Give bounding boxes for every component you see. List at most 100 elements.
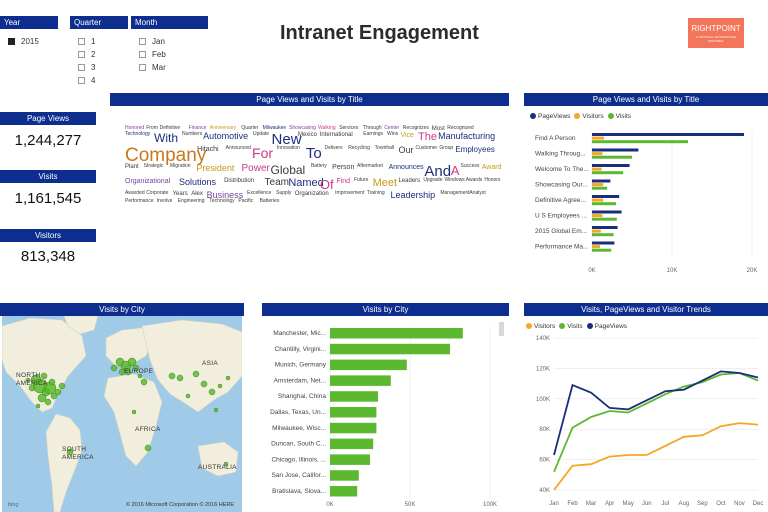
- quarter-slicer-item[interactable]: 3: [78, 63, 95, 73]
- bar-visitors[interactable]: [592, 245, 600, 249]
- wordcloud-word[interactable]: President: [196, 163, 235, 173]
- city-visit-bubble[interactable]: [58, 382, 66, 390]
- city-visit-bubble[interactable]: [213, 407, 219, 413]
- wordcloud-word[interactable]: Awards: [465, 177, 483, 184]
- city-bar[interactable]: [330, 375, 391, 386]
- wordcloud-word[interactable]: Solutions: [178, 177, 216, 188]
- city-visit-bubble[interactable]: [40, 372, 48, 380]
- wordcloud-word[interactable]: Technology: [209, 198, 235, 205]
- wordcloud-word[interactable]: Leadership: [390, 189, 436, 200]
- wordcloud-word[interactable]: Excellence: [247, 189, 272, 196]
- city-visit-bubble[interactable]: [110, 364, 118, 372]
- wordcloud-word[interactable]: Find: [336, 178, 351, 186]
- checkbox[interactable]: [8, 38, 15, 45]
- city-visit-bubble[interactable]: [127, 357, 137, 367]
- wordcloud-word[interactable]: International: [319, 131, 353, 138]
- city-visit-bubble[interactable]: [37, 393, 47, 403]
- wordcloud-word[interactable]: Person: [332, 164, 355, 171]
- wordcloud-word[interactable]: Earnings: [363, 130, 383, 137]
- city-visit-bubble[interactable]: [48, 378, 56, 386]
- wordcloud-word[interactable]: Training: [366, 189, 385, 196]
- bar-pageviews[interactable]: [592, 179, 611, 183]
- wordcloud-word[interactable]: Alex: [191, 190, 203, 197]
- wordcloud-word[interactable]: Business: [206, 189, 244, 200]
- wordcloud-word[interactable]: Meet: [372, 177, 398, 190]
- wordcloud-word[interactable]: Finance: [188, 125, 207, 131]
- bar-pageviews[interactable]: [592, 164, 630, 167]
- wordcloud-word[interactable]: Performance: [125, 198, 154, 205]
- city-visit-bubble[interactable]: [50, 392, 58, 400]
- wordcloud-word[interactable]: Company: [125, 144, 207, 166]
- wordcloud-word[interactable]: Definitive: [159, 125, 181, 131]
- city-visit-bubble[interactable]: [192, 370, 200, 378]
- city-visit-bubble[interactable]: [200, 380, 208, 388]
- wordcloud-word[interactable]: Honors: [484, 177, 501, 184]
- wordcloud-word[interactable]: Organization: [294, 190, 329, 197]
- wordcloud-word[interactable]: Migration: [170, 163, 191, 169]
- wordcloud-word[interactable]: Engineering: [177, 198, 205, 205]
- wordcloud-word[interactable]: Walking: [318, 125, 336, 131]
- wordcloud-word[interactable]: Of: [319, 177, 334, 193]
- bar-visits[interactable]: [592, 186, 608, 190]
- wordcloud-word[interactable]: Update: [252, 130, 270, 137]
- wordcloud-word[interactable]: New: [271, 130, 302, 148]
- wordcloud-word[interactable]: Organizational: [125, 178, 171, 186]
- bar-visitors[interactable]: [592, 167, 602, 171]
- wordcloud-word[interactable]: Team: [264, 177, 289, 189]
- bar-pageviews[interactable]: [592, 210, 622, 214]
- wordcloud-word[interactable]: Global: [270, 163, 306, 177]
- wordcloud-word[interactable]: Analyst: [469, 189, 486, 196]
- bar-pageviews[interactable]: [592, 226, 618, 229]
- city-bar[interactable]: [330, 391, 378, 402]
- city-visit-bubble[interactable]: [44, 398, 52, 406]
- wordcloud-word[interactable]: Mexico: [297, 131, 317, 138]
- city-visit-bubble[interactable]: [168, 372, 176, 380]
- wordcloud-word[interactable]: Pacific: [238, 198, 254, 205]
- checkbox[interactable]: [139, 51, 146, 58]
- city-visit-bubble[interactable]: [25, 377, 31, 383]
- wordcloud-word[interactable]: Our: [398, 144, 414, 155]
- city-visit-bubble[interactable]: [131, 409, 137, 415]
- city-visit-bubble[interactable]: [54, 388, 62, 396]
- city-bar[interactable]: [330, 328, 463, 339]
- wordcloud-word[interactable]: Battery: [310, 163, 327, 169]
- checkbox[interactable]: [78, 38, 85, 45]
- wordcloud-word[interactable]: Corporate: [146, 189, 169, 196]
- city-visit-bubble[interactable]: [223, 461, 229, 467]
- city-visit-bubble[interactable]: [132, 364, 140, 372]
- wordcloud-word[interactable]: Honored: [125, 125, 145, 131]
- city-bar[interactable]: [330, 343, 450, 355]
- wordcloud-word[interactable]: Through: [363, 125, 382, 131]
- bar-visits[interactable]: [592, 202, 616, 206]
- city-visit-bubble[interactable]: [140, 378, 148, 386]
- quarter-slicer-item[interactable]: 4: [78, 76, 95, 86]
- wordcloud-word[interactable]: Announces: [388, 164, 424, 171]
- bar-visitors[interactable]: [592, 152, 603, 156]
- wordcloud-word[interactable]: Strategic: [143, 163, 164, 169]
- wordcloud-word[interactable]: Improvement: [335, 189, 365, 196]
- trend-line-visitors[interactable]: [553, 422, 759, 491]
- city-bar[interactable]: [330, 470, 359, 481]
- wordcloud-word[interactable]: Years: [172, 190, 188, 197]
- bar-visitors[interactable]: [592, 183, 604, 187]
- wordcloud-word[interactable]: Hitachi: [197, 145, 219, 153]
- wordcloud-word[interactable]: Aftermarket: [357, 163, 383, 169]
- wordcloud-word[interactable]: Employees: [455, 144, 495, 154]
- wordcloud-word[interactable]: Center: [384, 125, 400, 131]
- wordcloud-word[interactable]: Named: [288, 177, 324, 190]
- wordcloud-word[interactable]: Award: [481, 164, 502, 171]
- wordcloud-word[interactable]: Innovation: [276, 144, 300, 151]
- city-visit-bubble[interactable]: [185, 393, 191, 399]
- checkbox[interactable]: [78, 64, 85, 71]
- wordcloud-word[interactable]: Quarter: [241, 125, 259, 131]
- city-bar[interactable]: [330, 486, 358, 497]
- month-slicer-item[interactable]: Mar: [139, 63, 166, 73]
- bar-visits[interactable]: [592, 140, 688, 144]
- quarter-slicer-item[interactable]: 1: [78, 37, 95, 47]
- month-slicer-item[interactable]: Jan: [139, 37, 165, 47]
- checkbox[interactable]: [139, 64, 146, 71]
- wordcloud-word[interactable]: From: [146, 125, 158, 131]
- city-visit-bubble[interactable]: [118, 368, 126, 376]
- wordcloud-word[interactable]: Showcasing: [289, 125, 316, 131]
- wordcloud-word[interactable]: Vice: [400, 131, 414, 139]
